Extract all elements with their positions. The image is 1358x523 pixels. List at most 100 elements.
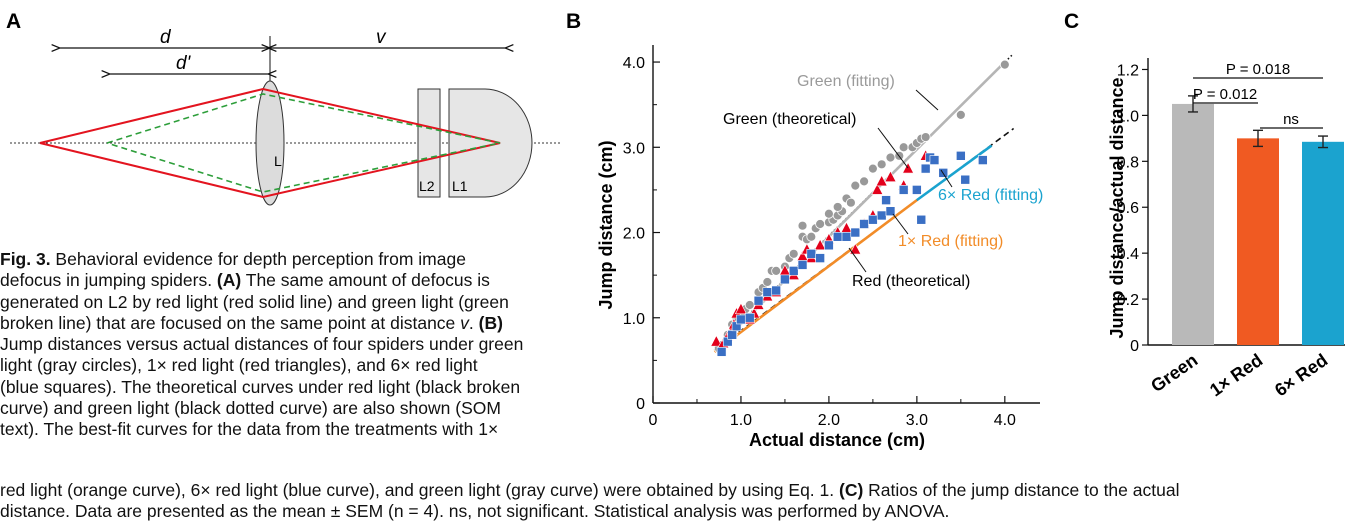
annot-green-fitting: Green (fitting)	[797, 73, 895, 90]
blue-square-point	[868, 214, 878, 225]
gray-circle-point	[867, 163, 878, 174]
d-prime-label: d'	[176, 53, 192, 74]
c-y-tick-label: 1.0	[1117, 108, 1139, 125]
l1-shape	[448, 88, 533, 198]
gray-circle-point	[859, 176, 869, 187]
gray-circle-point	[898, 142, 909, 153]
y-tick-label: 4.0	[623, 55, 645, 72]
caption-line-5: Jump distances versus actual distances o…	[0, 334, 600, 355]
lens-l-shape	[255, 80, 285, 206]
blue-square-point	[898, 185, 909, 195]
caption-text: Jump distances versus actual distances o…	[0, 334, 524, 355]
chart-c-ylabel: Jump distance/actual distance	[1107, 77, 1127, 338]
blue-square-point	[771, 285, 781, 296]
caption-text: Ratios of the jump distance to the actua…	[863, 480, 1180, 500]
red-triangle-point	[734, 302, 747, 315]
chart-b: 00 1.0 1.0 2.0 2.0 3.0 3.0 4.0 4.0	[623, 45, 1040, 429]
c-category-label: 6× Red	[1271, 350, 1331, 401]
figure-caption-bottom: red light (orange curve), 6× red light (…	[0, 480, 1358, 523]
c-y-tick-label: 0.4	[1117, 246, 1139, 263]
panel-a-letter: A	[6, 10, 21, 33]
sig-label-p018: P = 0.018	[1226, 61, 1290, 78]
blue-square-point	[885, 206, 896, 217]
annot-1x-red-fitting: 1× Red (fitting)	[898, 233, 1003, 250]
caption-fig-label: Fig. 3.	[0, 249, 51, 269]
red-triangle-point	[875, 174, 888, 187]
blue-square-point	[753, 295, 764, 306]
leader-6x-red-fitting	[940, 169, 953, 188]
leader-1x-red-fitting	[892, 213, 909, 235]
red-triangle-point	[814, 238, 827, 251]
x-tick-label: 4.0	[994, 412, 1016, 429]
caption-text: red light (orange curve), 6× red light (…	[0, 480, 839, 500]
blue-square-point	[916, 214, 927, 225]
x-tick-label: 2.0	[818, 412, 840, 429]
gray-circle-point	[824, 208, 834, 219]
caption-line-3: generated on L2 by red light (red solid …	[0, 292, 600, 313]
gray-circle-point	[806, 231, 817, 242]
blue-square-point	[780, 274, 790, 285]
y-tick-label: 1.0	[623, 311, 645, 328]
c-y-tick-label: 1.2	[1117, 62, 1139, 79]
caption-text: text). The best-fit curves for the data …	[0, 419, 499, 440]
gray-circle-point	[999, 59, 1010, 70]
annot-6x-red-fitting: 6× Red (fitting)	[938, 187, 1043, 204]
x-tick-label: 3.0	[906, 412, 928, 429]
red-triangle-point	[710, 334, 723, 347]
caption-line-1: Fig. 3. Behavioral evidence for depth pe…	[0, 249, 600, 270]
6x-red-fitting-line	[916, 144, 993, 202]
red-triangle-point	[884, 170, 897, 182]
bar-3	[1302, 141, 1344, 345]
blue-square-point	[960, 174, 971, 185]
1x-red-fitting-line	[713, 199, 918, 353]
gray-circle-point	[845, 197, 856, 208]
l2-label: L2	[419, 178, 435, 194]
green-light-rays	[106, 93, 501, 193]
y-tick-label: 0	[636, 396, 645, 413]
blue-square-point	[797, 260, 808, 270]
caption-text: generated on L2 by red light (red solid …	[0, 291, 509, 312]
blue-square-point	[850, 227, 861, 238]
blue-square-point	[727, 330, 737, 340]
gray-circle-point	[850, 180, 861, 191]
panel-b-letter: B	[566, 10, 581, 33]
gray-circle-point	[815, 219, 826, 229]
y-tick-label: 2.0	[623, 226, 645, 243]
bar-2	[1237, 138, 1279, 345]
l1-label: L1	[452, 178, 468, 194]
c-y-tick-label: 0.2	[1117, 292, 1139, 309]
caption-text: The same amount of defocus is	[241, 270, 490, 291]
sig-label-ns: ns	[1283, 111, 1299, 128]
caption-text: (blue squares). The theoretical curves u…	[0, 376, 521, 397]
blue-square-point	[912, 185, 922, 195]
gray-circle-point	[744, 300, 755, 310]
caption-text: curve) and green light (black dotted cur…	[0, 398, 501, 419]
c-y-tick-label: 0	[1130, 338, 1139, 355]
panel-a-optics-diagram: A d d' v L2 L1 L	[6, 10, 560, 206]
red-triangle-point	[871, 183, 884, 195]
blue-square-point	[832, 231, 843, 242]
caption-line-10: red light (orange curve), 6× red light (…	[0, 480, 1358, 501]
bar-1	[1172, 103, 1214, 345]
chart-b-ylabel: Jump distance (cm)	[596, 140, 616, 309]
caption-line-11: distance. Data are presented as the mean…	[0, 501, 1358, 522]
gray-circle-point	[920, 132, 931, 142]
caption-panel-ref: (C)	[839, 480, 864, 500]
blue-square-point	[824, 240, 834, 251]
blue-square-point	[929, 155, 940, 165]
blue-square-point	[920, 163, 931, 174]
sig-label-p012: P = 0.012	[1193, 86, 1257, 103]
caption-text: distance. Data are presented as the mean…	[0, 501, 950, 522]
blue-square-point	[841, 231, 852, 242]
blue-square-point	[881, 195, 891, 205]
blue-square-point	[859, 219, 869, 229]
lens-l-label: L	[274, 153, 282, 169]
panel-c-bar-chart: C 0 0.2 0.4 0.6 0.8 1.0 1.2 Green 1× Red 6× Red J…	[1064, 10, 1345, 400]
caption-text: broken line) that are focused on the sam…	[0, 312, 461, 333]
caption-panel-ref: (B)	[478, 312, 503, 333]
caption-line-4: broken line) that are focused on the sam…	[0, 313, 600, 334]
blue-square-point	[806, 249, 817, 259]
caption-text: Behavioral evidence for depth perception…	[50, 249, 466, 269]
red-triangle-point	[849, 242, 862, 255]
